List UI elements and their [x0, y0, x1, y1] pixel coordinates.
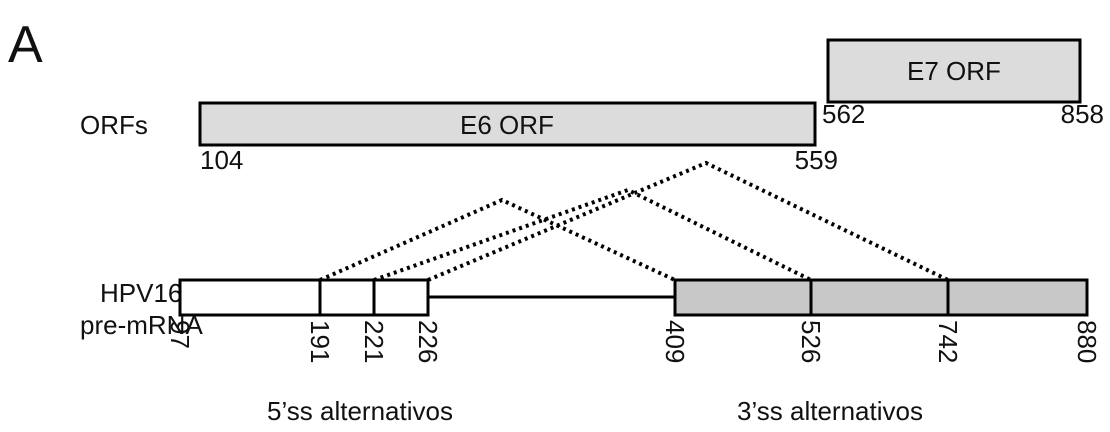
exon-1: [178, 278, 430, 317]
position-label: 226: [413, 320, 443, 363]
position-label: 742: [933, 320, 963, 363]
position-labels: 97 191 221 226 409 526 742 880: [165, 320, 1102, 363]
position-label: 880: [1072, 320, 1102, 363]
position-label: 409: [660, 320, 690, 363]
splice-line: [427, 160, 949, 282]
splice-line: [373, 187, 812, 282]
e7-start: 562: [822, 99, 865, 129]
e6-end: 559: [795, 145, 838, 175]
position-label: 97: [165, 320, 195, 349]
orfs-label: ORFs: [80, 110, 148, 140]
five-prime-label: 5’ss alternativos: [267, 396, 453, 426]
position-label: 221: [359, 320, 389, 363]
e6-label: E6 ORF: [460, 110, 554, 140]
exon-2: [673, 278, 1089, 317]
position-label: 526: [796, 320, 826, 363]
panel-label: A: [8, 16, 43, 74]
e7-label: E7 ORF: [907, 56, 1001, 86]
e7-box: [826, 38, 1082, 104]
position-label: 191: [305, 320, 335, 363]
premrna-label: HPV16: [100, 278, 182, 308]
three-prime-label: 3’ss alternativos: [737, 396, 923, 426]
splice-line: [319, 197, 676, 282]
e6-start: 104: [200, 145, 243, 175]
e6-box: [198, 101, 817, 147]
e7-end: 858: [1061, 99, 1104, 129]
